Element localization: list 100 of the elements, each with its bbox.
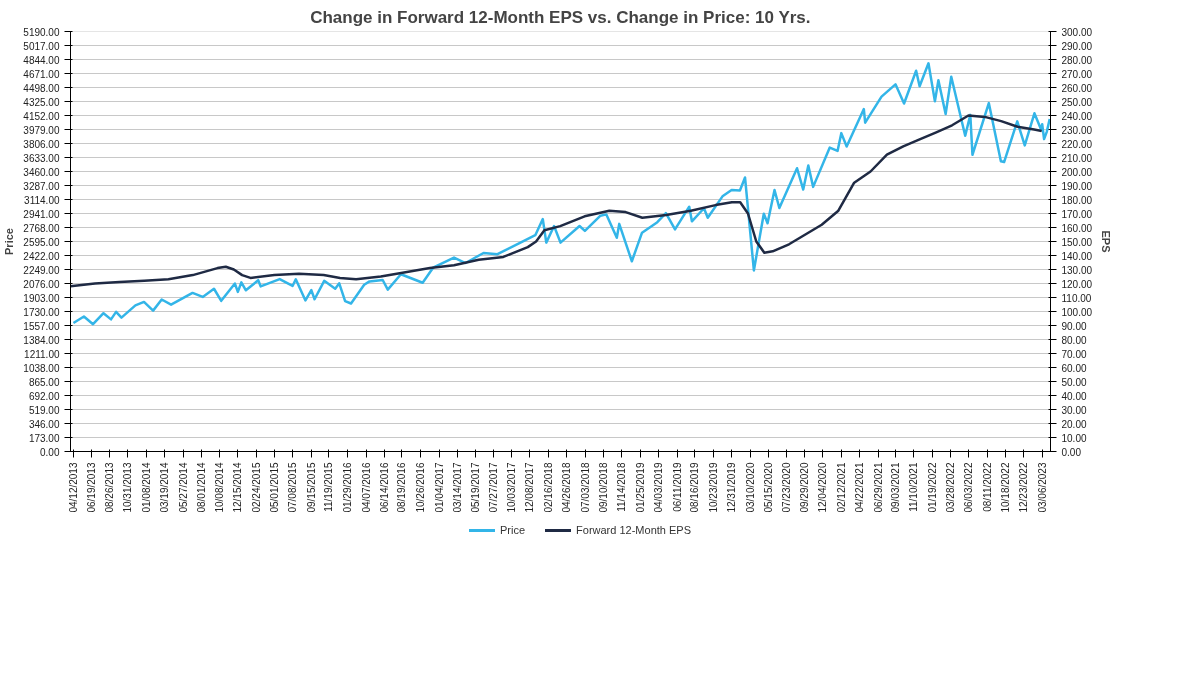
legend-label: Price <box>500 522 526 538</box>
y-tick-label: 2076.00 <box>23 278 60 290</box>
x-tick-label: 11/19/2015 <box>323 462 335 512</box>
x-tick-label: 12/08/2017 <box>524 462 536 513</box>
y2-tick-label: 80.00 <box>1061 334 1087 346</box>
x-tick-label: 04/12/2013 <box>67 462 79 513</box>
y-tick-label: 1730.00 <box>23 306 60 318</box>
x-tick-label: 03/10/2020 <box>744 462 756 513</box>
x-tick-label: 08/11/2022 <box>981 462 993 512</box>
x-tick-label: 01/04/2017 <box>433 462 445 513</box>
y2-tick-label: 230.00 <box>1061 124 1093 136</box>
y2-tick-label: 220.00 <box>1061 138 1093 150</box>
x-tick-label: 04/22/2021 <box>854 462 866 513</box>
y2-tick-label: 10.00 <box>1061 432 1087 444</box>
y2-tick-label: 40.00 <box>1061 390 1087 402</box>
x-tick-label: 05/01/2015 <box>268 462 280 513</box>
x-tick-label: 01/19/2022 <box>927 462 939 513</box>
y2-tick-label: 260.00 <box>1061 82 1093 94</box>
x-tick-label: 01/08/2014 <box>140 462 152 513</box>
y-tick-label: 346.00 <box>28 418 60 430</box>
x-tick-label: 10/31/2013 <box>122 462 134 513</box>
y-tick-label: 4325.00 <box>23 96 60 108</box>
y-tick-label: 5017.00 <box>23 40 60 52</box>
x-tick-label: 11/10/2021 <box>908 462 920 512</box>
x-tick-label: 06/29/2021 <box>872 462 884 513</box>
x-tick-label: 11/14/2018 <box>615 462 627 512</box>
y2-tick-label: 110.00 <box>1061 292 1092 304</box>
x-tick-label: 10/08/2014 <box>213 462 225 513</box>
y-tick-label: 1038.00 <box>23 362 60 374</box>
y-tick-label: 1557.00 <box>23 320 60 332</box>
x-tick-label: 12/23/2022 <box>1017 462 1029 513</box>
x-tick-label: 07/08/2015 <box>287 462 299 513</box>
y-tick-label: 1211.00 <box>24 348 60 360</box>
y-tick-label: 3460.00 <box>23 166 60 178</box>
y-tick-label: 4671.00 <box>23 68 60 80</box>
x-tick-label: 12/31/2019 <box>726 462 738 513</box>
x-tick-label: 02/12/2021 <box>835 462 847 513</box>
y-tick-label: 4152.00 <box>23 110 60 122</box>
y-tick-label: 865.00 <box>28 376 60 388</box>
x-tick-label: 06/03/2022 <box>963 462 975 513</box>
x-tick-label: 12/04/2020 <box>817 462 829 513</box>
x-tick-label: 06/19/2013 <box>86 462 98 513</box>
x-tick-label: 01/29/2016 <box>342 462 354 513</box>
y2-tick-label: 120.00 <box>1061 278 1093 290</box>
y2-tick-label: 170.00 <box>1061 208 1093 220</box>
x-tick-label: 09/03/2021 <box>890 462 902 513</box>
line-series <box>72 62 1051 326</box>
x-tick-label: 07/23/2020 <box>781 462 793 513</box>
y2-tick-label: 150.00 <box>1061 236 1093 248</box>
y2-tick-label: 190.00 <box>1061 180 1093 192</box>
x-tick-label: 02/24/2015 <box>251 462 263 513</box>
x-tick-label: 05/27/2014 <box>177 462 189 513</box>
y2-tick-label: 270.00 <box>1061 68 1093 80</box>
y-tick-label: 1384.00 <box>23 334 60 346</box>
y-axis-title: Price <box>3 228 16 255</box>
y2-tick-label: 240.00 <box>1061 110 1093 122</box>
y2-tick-label: 180.00 <box>1061 194 1093 206</box>
y-tick-label: 2595.00 <box>23 236 60 248</box>
x-tick-label: 08/01/2014 <box>195 462 207 513</box>
x-tick-label: 09/10/2018 <box>598 462 610 513</box>
y2-tick-label: 0.00 <box>1061 446 1082 458</box>
y2-tick-label: 90.00 <box>1061 320 1087 332</box>
y2-tick-label: 50.00 <box>1061 376 1087 388</box>
y2-tick-label: 20.00 <box>1061 418 1087 430</box>
x-tick-label: 06/14/2016 <box>378 462 390 513</box>
y2-tick-label: 280.00 <box>1061 54 1093 66</box>
x-tick-label: 03/14/2017 <box>452 462 464 513</box>
x-tick-label: 10/23/2019 <box>707 462 719 513</box>
x-tick-label: 04/03/2019 <box>653 462 665 513</box>
x-tick-label: 03/06/2023 <box>1037 462 1049 513</box>
y-tick-label: 4844.00 <box>23 54 60 66</box>
x-tick-label: 07/03/2018 <box>579 462 591 513</box>
y2-tick-label: 300.00 <box>1061 26 1093 38</box>
y-tick-label: 173.00 <box>28 432 60 444</box>
x-tick-label: 10/18/2022 <box>1000 462 1012 513</box>
y-tick-label: 0.00 <box>40 446 60 458</box>
x-tick-label: 08/16/2019 <box>689 462 701 513</box>
legend-label: Forward 12-Month EPS <box>576 522 691 538</box>
y2-tick-label: 200.00 <box>1061 166 1093 178</box>
y-tick-label: 1903.00 <box>23 292 60 304</box>
x-tick-label: 03/19/2014 <box>159 462 171 513</box>
x-tick-label: 07/27/2017 <box>488 462 500 513</box>
y-tick-label: 692.00 <box>28 390 60 402</box>
y2-tick-label: 100.00 <box>1061 306 1093 318</box>
y-tick-label: 3633.00 <box>23 152 60 164</box>
x-tick-label: 08/19/2016 <box>396 462 408 513</box>
y-tick-label: 519.00 <box>28 404 60 416</box>
y2-tick-label: 30.00 <box>1061 404 1087 416</box>
y2-tick-label: 290.00 <box>1061 40 1093 52</box>
x-tick-label: 03/28/2022 <box>945 462 957 513</box>
y2-tick-label: 130.00 <box>1061 264 1093 276</box>
y-tick-label: 5190.00 <box>23 26 60 38</box>
y2-tick-label: 210.00 <box>1061 152 1093 164</box>
y-tick-label: 3979.00 <box>23 124 60 136</box>
x-tick-label: 04/07/2016 <box>360 462 372 513</box>
x-tick-label: 10/26/2016 <box>414 462 426 513</box>
x-tick-label: 10/03/2017 <box>506 462 518 513</box>
x-tick-label: 04/26/2018 <box>561 462 573 513</box>
y-tick-label: 2249.00 <box>23 264 60 276</box>
y-tick-label: 4498.00 <box>23 82 60 94</box>
